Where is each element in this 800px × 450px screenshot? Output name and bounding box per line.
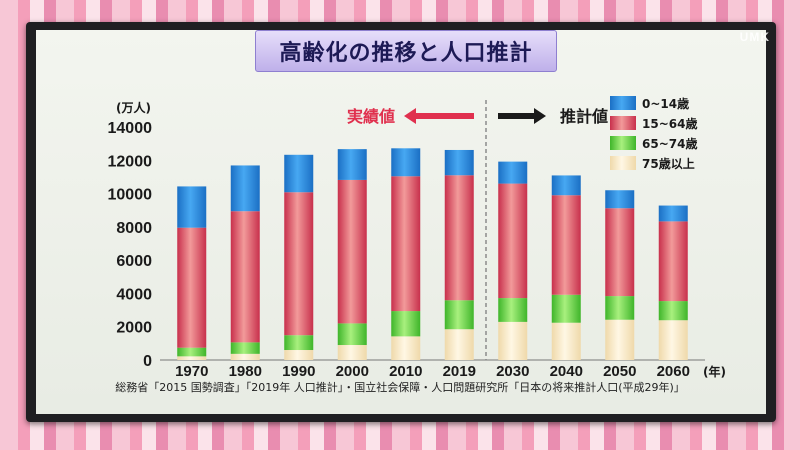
bar-age-65-74-2019 (444, 300, 474, 330)
x-tick-label: 2050 (603, 363, 636, 380)
x-tick-label: 1990 (282, 363, 315, 380)
bar-age-15-64-1990 (284, 192, 314, 336)
legend-label-age-75-plus: 75歳以上 (642, 156, 695, 171)
bar-age-0-14-2040 (551, 175, 581, 196)
bar-age-0-14-2010 (391, 148, 421, 177)
legend-swatch-age-75-plus (610, 156, 636, 170)
x-tick-label: 2000 (336, 363, 369, 380)
bar-age-65-74-2030 (498, 298, 528, 322)
legend-swatch-age-65-74 (610, 136, 636, 150)
y-tick-label: 8000 (116, 220, 152, 237)
legend-swatch-age-0-14 (610, 96, 636, 110)
legend-label-age-65-74: 65~74歳 (642, 136, 697, 151)
y-tick-label: 2000 (116, 320, 152, 337)
x-tick-label: 2060 (657, 363, 690, 380)
bar-age-0-14-1970 (177, 186, 207, 228)
bar-age-0-14-2060 (658, 205, 688, 222)
bar-age-15-64-2060 (658, 221, 688, 302)
y-tick-label: 4000 (116, 286, 152, 303)
bar-age-75-plus-2010 (391, 336, 421, 360)
bar-age-75-plus-2019 (444, 329, 474, 360)
bar-age-15-64-2030 (498, 183, 528, 299)
y-tick-label: 6000 (116, 253, 152, 270)
bar-age-15-64-2019 (444, 175, 474, 301)
projection-label: 推計値 (560, 107, 608, 126)
bar-age-15-64-1970 (177, 227, 207, 348)
bar-age-15-64-2040 (551, 195, 581, 295)
right-arrow-icon (498, 108, 546, 124)
bar-age-0-14-2030 (498, 161, 528, 184)
bar-age-75-plus-2050 (605, 319, 635, 360)
x-tick-label: 2040 (550, 363, 583, 380)
legend-swatch-age-15-64 (610, 116, 636, 130)
bar-age-75-plus-1990 (284, 350, 314, 360)
bar-age-65-74-2000 (337, 323, 367, 346)
bar-age-15-64-2050 (605, 208, 635, 297)
chart-title-box: 高齢化の推移と人口推計 (255, 30, 557, 72)
channel-watermark: UMK (739, 30, 770, 44)
bar-age-75-plus-2030 (498, 321, 528, 360)
bar-age-15-64-1980 (230, 211, 260, 343)
bar-age-65-74-1980 (230, 342, 260, 354)
bar-age-65-74-2050 (605, 296, 635, 320)
bar-age-0-14-1990 (284, 154, 314, 193)
legend-label-age-0-14: 0~14歳 (642, 96, 689, 111)
y-tick-label: 14000 (108, 120, 153, 137)
bar-age-0-14-2019 (444, 149, 474, 176)
bar-age-15-64-2000 (337, 179, 367, 324)
left-arrow-icon (404, 108, 474, 124)
bar-age-65-74-1970 (177, 347, 207, 357)
x-tick-label: 2019 (443, 363, 476, 380)
y-tick-label: 0 (143, 353, 152, 370)
bar-age-75-plus-1970 (177, 356, 207, 360)
bar-age-0-14-1980 (230, 165, 260, 212)
x-tick-label: 2030 (496, 363, 529, 380)
bar-age-15-64-2010 (391, 176, 421, 312)
x-tick-label: 1980 (229, 363, 262, 380)
x-axis-unit: (年) (703, 364, 726, 379)
bar-age-75-plus-2040 (551, 322, 581, 360)
bar-age-0-14-2050 (605, 190, 635, 209)
bar-age-65-74-1990 (284, 335, 314, 351)
legend-label-age-15-64: 15~64歳 (642, 116, 697, 131)
bar-age-75-plus-1980 (230, 353, 260, 360)
chart-title: 高齢化の推移と人口推計 (279, 41, 533, 66)
bar-age-75-plus-2000 (337, 345, 367, 360)
x-tick-label: 2010 (389, 363, 422, 380)
y-tick-label: 10000 (108, 187, 153, 204)
source-note: 総務省「2015 国勢調査」「2019年 人口推計」・国立社会保障・人口問題研究… (115, 381, 685, 394)
y-tick-label: 12000 (108, 153, 153, 170)
bar-age-0-14-2000 (337, 149, 367, 180)
bar-age-65-74-2010 (391, 311, 421, 337)
bar-age-75-plus-2060 (658, 320, 688, 360)
y-axis-unit: (万人) (116, 100, 151, 115)
bar-age-65-74-2040 (551, 294, 581, 323)
actual-label: 実績値 (347, 107, 395, 126)
x-tick-label: 1970 (175, 363, 208, 380)
bar-age-65-74-2060 (658, 301, 688, 321)
